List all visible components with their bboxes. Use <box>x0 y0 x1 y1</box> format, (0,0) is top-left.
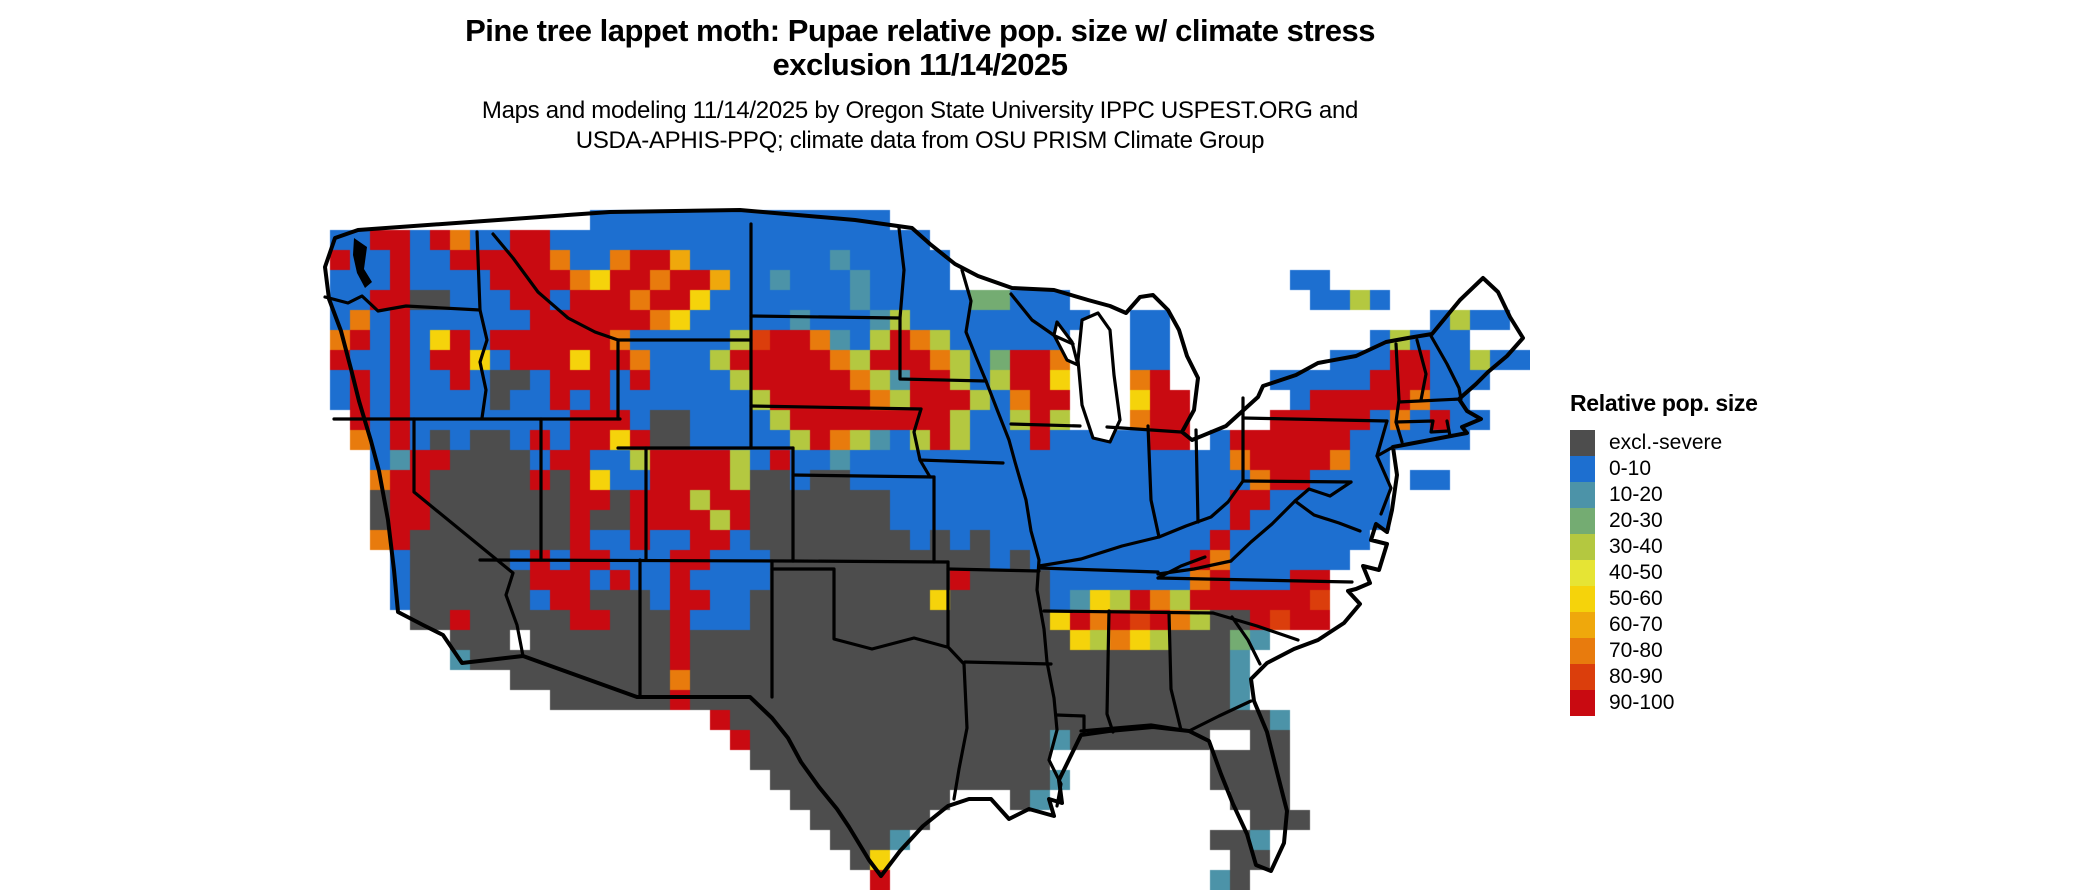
figure-subtitle-line1: Maps and modeling 11/14/2025 by Oregon S… <box>481 97 1359 124</box>
legend-swatch <box>1570 456 1595 482</box>
legend-item-label: 0-10 <box>1609 457 1652 480</box>
legend-item: 80-90 <box>1570 664 1758 690</box>
legend-item: 70-80 <box>1570 638 1758 664</box>
legend-item-label: 70-80 <box>1609 639 1663 662</box>
legend-swatch <box>1570 664 1595 690</box>
legend-item-label: 90-100 <box>1609 691 1675 714</box>
legend-swatch <box>1570 430 1595 456</box>
us-outline <box>323 208 1525 878</box>
lake-michigan <box>1076 311 1122 444</box>
legend-item-label: 30-40 <box>1609 535 1663 558</box>
legend-swatch <box>1570 534 1595 560</box>
legend-swatch <box>1570 638 1595 664</box>
legend-swatch <box>1570 612 1595 638</box>
figure-header: Pine tree lappet moth: Pupae relative po… <box>310 14 1530 156</box>
legend-item: 20-30 <box>1570 508 1758 534</box>
legend-item-label: excl.-severe <box>1609 431 1723 454</box>
legend-swatch <box>1570 690 1595 716</box>
legend-item: 10-20 <box>1570 482 1758 508</box>
green-bay <box>1052 320 1080 367</box>
figure-subtitle-line2: USDA-APHIS-PPQ; climate data from OSU PR… <box>575 127 1265 154</box>
legend-swatch <box>1570 508 1595 534</box>
figure-title-line1: Pine tree lappet moth: Pupae relative po… <box>465 13 1375 48</box>
legend-item: 60-70 <box>1570 612 1758 638</box>
figure-title-line2: exclusion 11/14/2025 <box>772 47 1068 82</box>
legend: Relative pop. size excl.-severe 0-10 10-… <box>1570 390 1758 716</box>
figure-subtitle: Maps and modeling 11/14/2025 by Oregon S… <box>310 96 1530 156</box>
legend-swatch <box>1570 482 1595 508</box>
legend-item-label: 10-20 <box>1609 483 1663 506</box>
state-borders <box>323 222 1463 808</box>
legend-item: 90-100 <box>1570 690 1758 716</box>
legend-item: 50-60 <box>1570 586 1758 612</box>
legend-item-label: 20-30 <box>1609 509 1663 532</box>
legend-item-label: 50-60 <box>1609 587 1663 610</box>
legend-item: 0-10 <box>1570 456 1758 482</box>
puget-sound <box>353 238 372 288</box>
us-map <box>310 170 1530 890</box>
legend-items: excl.-severe 0-10 10-20 20-30 30-40 40-5… <box>1570 430 1758 716</box>
legend-title: Relative pop. size <box>1570 390 1758 416</box>
legend-item: excl.-severe <box>1570 430 1758 456</box>
map-raster-canvas <box>310 170 1530 890</box>
legend-item-label: 40-50 <box>1609 561 1663 584</box>
legend-swatch <box>1570 586 1595 612</box>
legend-swatch <box>1570 560 1595 586</box>
legend-item: 30-40 <box>1570 534 1758 560</box>
map-borders-overlay <box>323 208 1525 878</box>
legend-item-label: 60-70 <box>1609 613 1663 636</box>
legend-item-label: 80-90 <box>1609 665 1663 688</box>
legend-item: 40-50 <box>1570 560 1758 586</box>
